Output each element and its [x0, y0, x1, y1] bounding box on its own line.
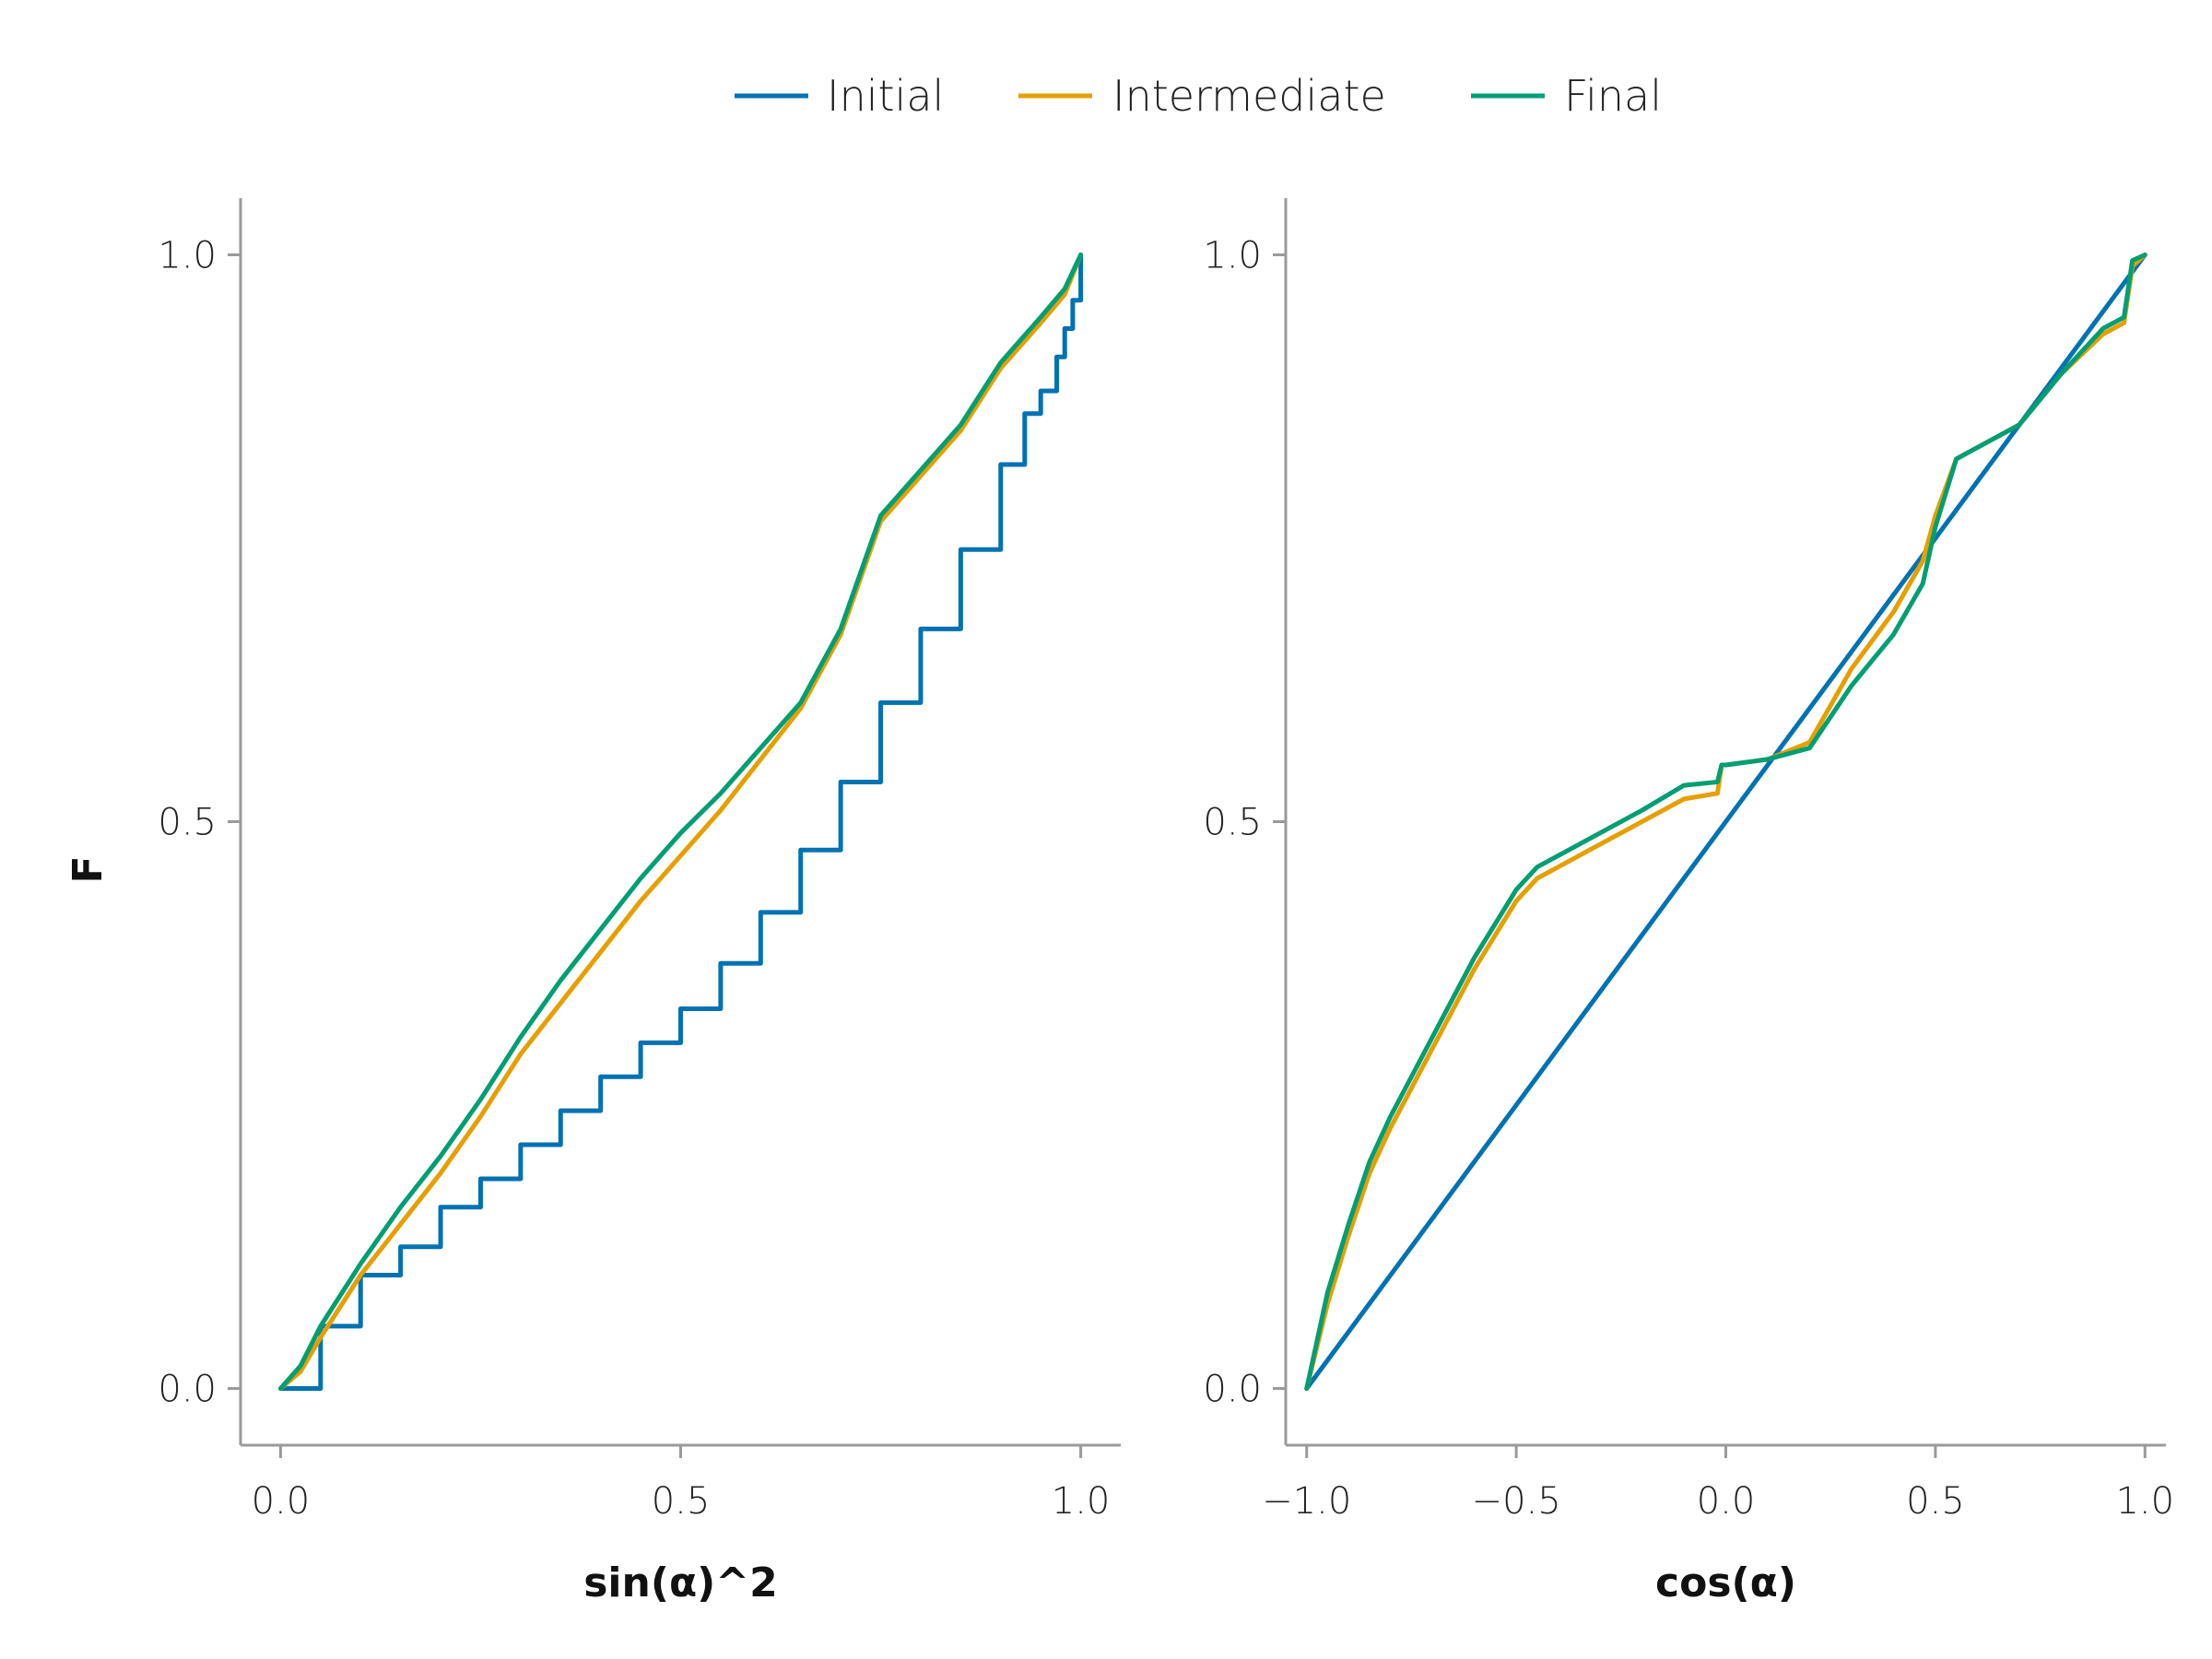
series-line-initial — [1304, 253, 2147, 1391]
x-tick-label: 1.0 — [2115, 1480, 2174, 1523]
y-axis-title: F — [65, 855, 112, 883]
legend-label-initial: Initial — [827, 71, 944, 121]
x-tick-label: −1.0 — [1262, 1480, 1351, 1523]
y-tick-label: 0.5 — [158, 802, 217, 844]
legend-label-intermediate: Intermediate — [1112, 71, 1386, 121]
y-tick-label: 1.0 — [158, 235, 217, 277]
legend: Initial Intermediate Final — [735, 71, 1662, 121]
y-tick-label: 0.0 — [158, 1369, 217, 1411]
y-tick-label: 0.5 — [1203, 802, 1262, 844]
x-axis-title: sin(α)^2 — [583, 1559, 778, 1606]
series-line-intermediate — [277, 253, 1084, 1391]
series-line-final — [1304, 253, 2147, 1391]
series-line-initial — [277, 253, 1084, 1391]
legend-item-initial: Initial — [735, 71, 944, 121]
x-tick-label: −0.5 — [1472, 1480, 1561, 1523]
panel-cos-alpha: 0.0 0.5 1.0 −1.0 −0.5 0.0 0.5 1.0 cos(α) — [1203, 198, 2174, 1606]
x-tick-label: 1.0 — [1052, 1480, 1111, 1523]
x-tick-label: 0.5 — [652, 1480, 711, 1523]
x-tick-label: 0.0 — [252, 1480, 311, 1523]
legend-item-intermediate: Intermediate — [1018, 71, 1386, 121]
x-tick-label: 0.5 — [1906, 1480, 1965, 1523]
y-tick-label: 1.0 — [1203, 235, 1262, 277]
x-tick-label: 0.0 — [1697, 1480, 1756, 1523]
panel-sin-alpha-squared: 0.0 0.5 1.0 0.0 0.5 1.0 sin(α)^2 F — [65, 198, 1121, 1606]
series-line-final — [277, 253, 1084, 1391]
y-tick-label: 0.0 — [1203, 1369, 1262, 1411]
legend-item-final: Final — [1471, 71, 1662, 121]
legend-label-final: Final — [1564, 71, 1662, 121]
x-axis-title: cos(α) — [1655, 1559, 1796, 1606]
